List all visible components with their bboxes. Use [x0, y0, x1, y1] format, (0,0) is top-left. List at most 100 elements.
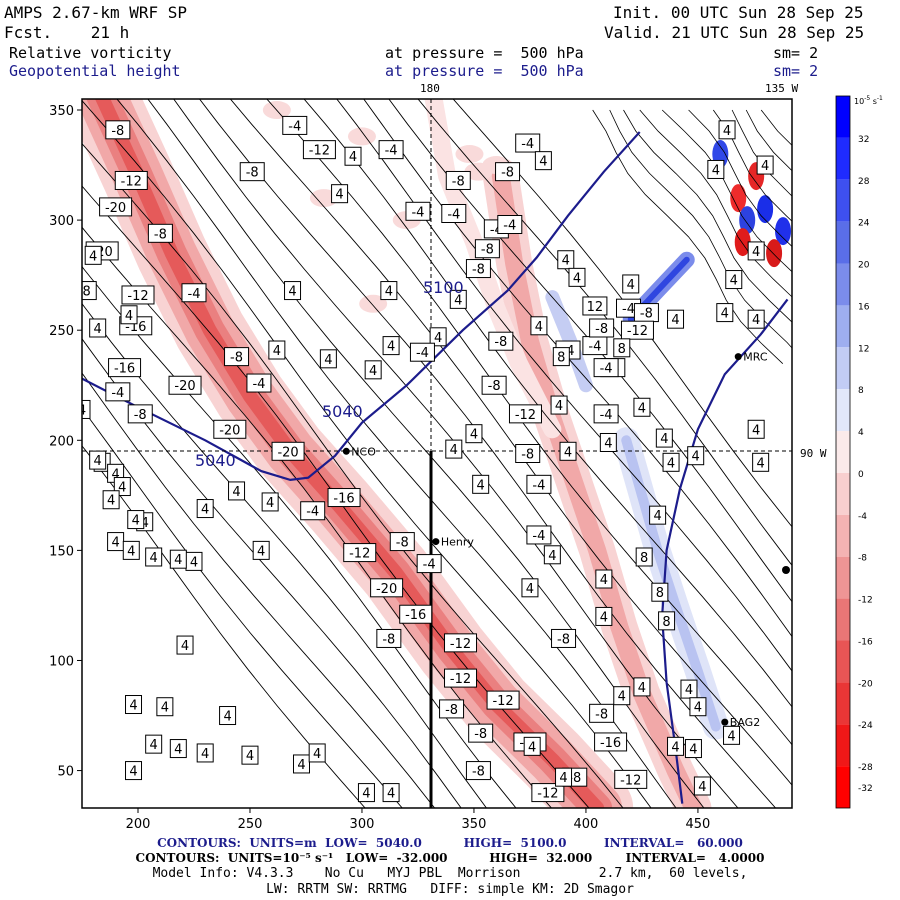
svg-text:-4: -4	[111, 386, 124, 401]
contour-label: 4	[445, 439, 463, 459]
svg-text:4: 4	[757, 456, 765, 471]
contour-label: 8	[635, 547, 653, 567]
vorticity-contour-line	[712, 109, 792, 222]
svg-text:4: 4	[454, 293, 462, 308]
svg-text:4: 4	[78, 403, 86, 418]
y-tick-label: 100	[49, 654, 74, 669]
contour-label: -8	[488, 331, 514, 351]
colorbar-label: 4	[858, 428, 864, 438]
svg-text:4: 4	[201, 747, 209, 762]
svg-text:4: 4	[752, 423, 760, 438]
svg-text:4: 4	[94, 454, 102, 469]
svg-text:-12: -12	[121, 174, 142, 189]
svg-text:-8: -8	[494, 335, 507, 350]
vorticity-contour-line	[745, 109, 792, 172]
svg-text:-12: -12	[450, 637, 471, 652]
colorbar-label: 8	[858, 386, 864, 396]
svg-text:4: 4	[232, 485, 240, 500]
svg-text:4: 4	[559, 771, 567, 786]
svg-text:-4: -4	[411, 205, 424, 220]
svg-text:-8: -8	[481, 243, 494, 258]
contour-label: 4	[718, 120, 736, 140]
svg-text:4: 4	[548, 549, 556, 564]
contour-label: 4	[78, 399, 91, 419]
contour-label: 4	[667, 736, 685, 756]
svg-text:4: 4	[660, 432, 668, 447]
contour-label: 4	[747, 419, 765, 439]
contour-label: -4	[526, 474, 552, 494]
svg-text:4: 4	[201, 503, 209, 518]
colorbar-label: -32	[858, 784, 873, 794]
contour-label: 4	[176, 635, 194, 655]
contour-label: -8	[389, 532, 415, 552]
contour-label: 4	[550, 395, 568, 415]
svg-text:4: 4	[141, 516, 149, 531]
contour-label: 4	[228, 481, 246, 501]
contour-label: -12	[620, 320, 654, 340]
svg-text:4: 4	[313, 747, 321, 762]
valid-time: Valid. 21 UTC Sun 28 Sep 25	[604, 23, 865, 42]
svg-text:4: 4	[190, 555, 198, 570]
contour-label: 4	[684, 739, 702, 759]
colorbar-label: -4	[858, 512, 867, 522]
x-tick-label: 450	[686, 817, 711, 832]
svg-text:-8: -8	[595, 322, 608, 337]
svg-text:-8: -8	[557, 632, 570, 647]
contour-label: -20	[213, 419, 247, 439]
colorbar-label: 16	[858, 302, 870, 312]
contour-label: -16	[399, 604, 433, 624]
contour-label: -4	[378, 140, 404, 160]
contour-label: 4	[521, 578, 539, 598]
svg-text:4: 4	[174, 743, 182, 758]
svg-text:4: 4	[692, 450, 700, 465]
svg-text:-8: -8	[640, 307, 653, 322]
svg-text:4: 4	[150, 738, 158, 753]
svg-text:MRC: MRC	[743, 351, 768, 364]
contour-label: 4	[465, 424, 483, 444]
storm-cell	[757, 195, 774, 224]
field1-smoothing: sm= 2	[773, 44, 819, 62]
contour-label: 4	[555, 767, 573, 787]
svg-text:4: 4	[450, 443, 458, 458]
contour-label: 4	[662, 452, 680, 472]
colorbar-cell	[836, 389, 850, 432]
svg-text:-8: -8	[474, 727, 487, 742]
contour-label: 4	[716, 303, 734, 323]
svg-text:4: 4	[528, 740, 536, 755]
vorticity-contour-line	[609, 109, 792, 349]
contour-label: 4	[89, 318, 107, 338]
contour-label: -12	[486, 690, 520, 710]
svg-text:-4: -4	[532, 529, 545, 544]
contour-label: 4	[382, 783, 400, 803]
svg-text:-4: -4	[588, 340, 601, 355]
height-label-5100: 5100	[423, 278, 464, 297]
vorticity-contour-line	[731, 109, 792, 197]
colorbar-cell	[836, 556, 850, 599]
field1-level: at pressure = 500 hPa	[385, 44, 584, 62]
vorticity-patch	[309, 189, 338, 208]
colorbar-label: 32	[858, 135, 869, 145]
contour-label: 4	[89, 450, 107, 470]
contour-label: 4	[344, 146, 362, 166]
svg-text:8: 8	[557, 351, 565, 366]
contour-label: 4	[219, 706, 237, 726]
contour-label: 4	[319, 349, 337, 369]
svg-text:-4: -4	[503, 219, 516, 234]
svg-text:4: 4	[246, 749, 254, 764]
contour-label: 4	[122, 540, 140, 560]
contour-label: -8	[481, 375, 507, 395]
contour-label: -8	[468, 723, 494, 743]
contour-label: 4	[102, 490, 120, 510]
contour-label: -4	[526, 525, 552, 545]
field1-name: Relative vorticity	[9, 44, 172, 62]
contour-label: -20	[271, 441, 305, 461]
colorbar-cell	[836, 347, 850, 390]
station-marker: NCO	[342, 445, 376, 458]
svg-text:-8: -8	[472, 765, 485, 780]
contour-label: 4	[667, 309, 685, 329]
contour-label: 4	[633, 397, 651, 417]
vorticity-contour-line	[198, 99, 777, 808]
svg-text:4: 4	[387, 787, 395, 802]
contour-label: -8	[82, 281, 97, 301]
